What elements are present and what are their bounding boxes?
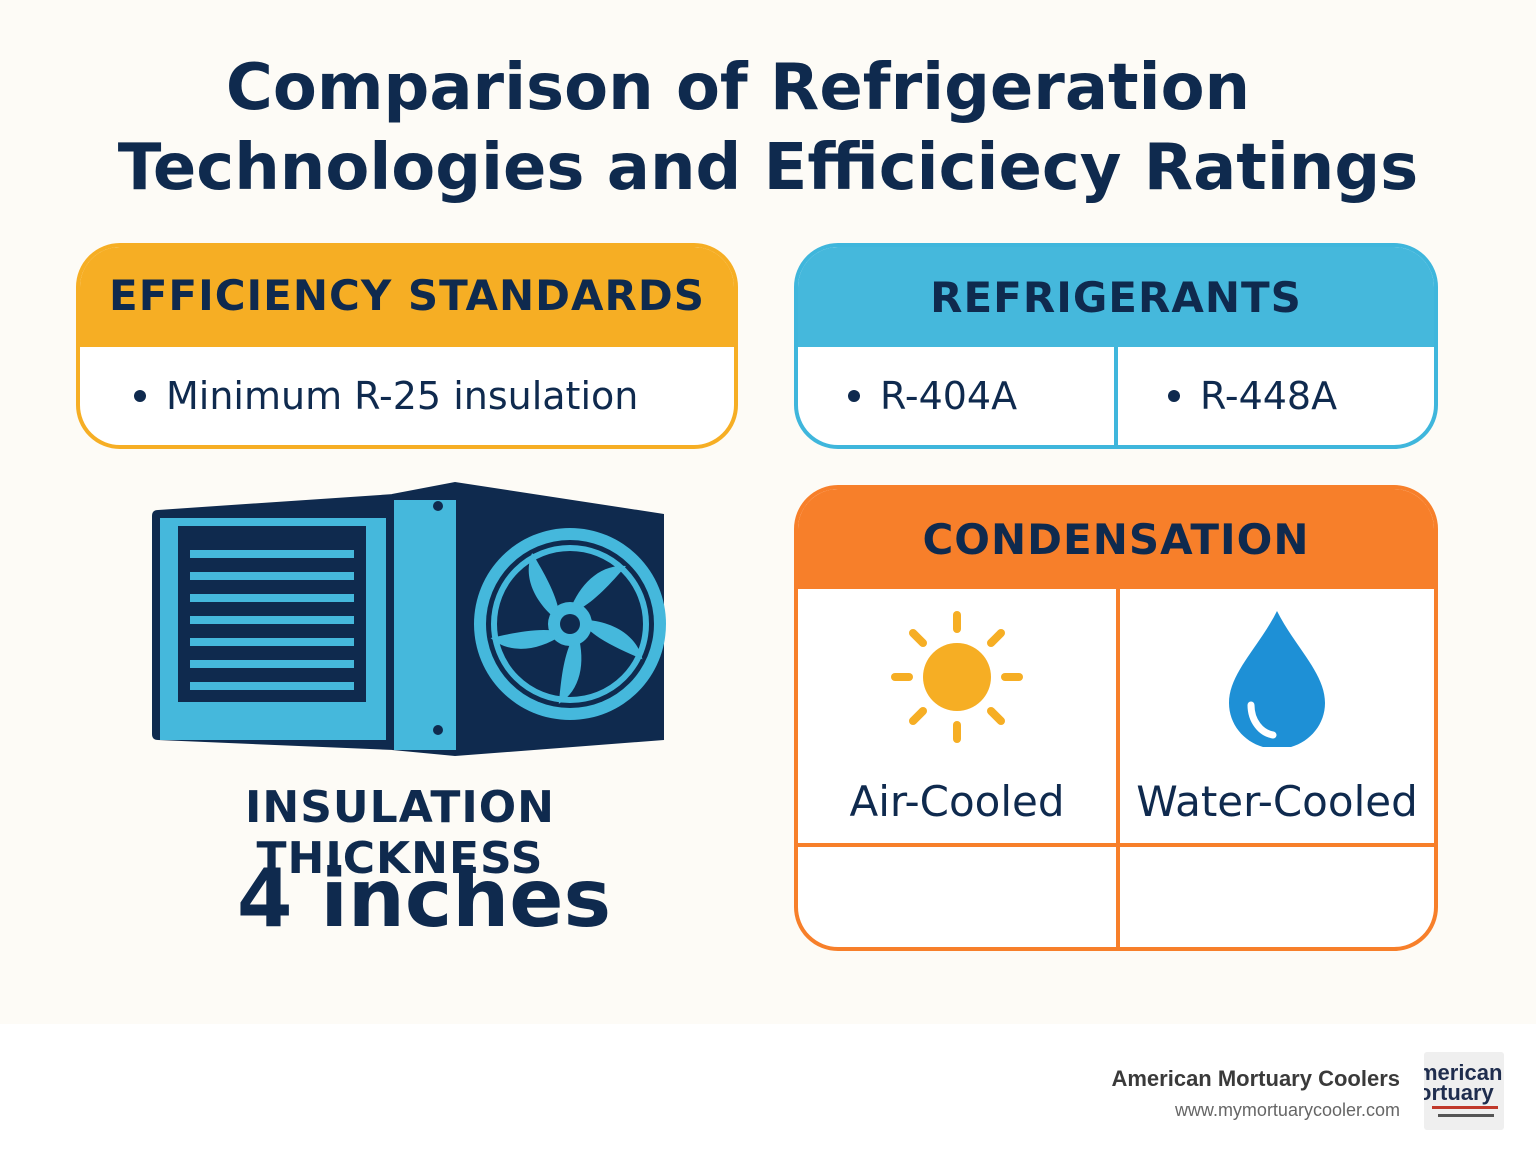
condensation-header: CONDENSATION (798, 489, 1434, 589)
bullet-icon (134, 390, 146, 402)
bullet-icon (848, 390, 860, 402)
empty-cell (1116, 847, 1434, 947)
title-line-2: Technologies and Efficiciecy Ratings (117, 131, 1419, 205)
footer: American Mortuary Coolers www.mymortuary… (0, 1024, 1536, 1154)
refrigerants-card: REFRIGERANTS R-404A R-448A (794, 243, 1438, 449)
condensation-option-label: Air-Cooled (849, 777, 1065, 826)
refrigerant-item: R-404A (798, 347, 1114, 445)
sun-icon (891, 611, 1023, 743)
title-line-1: Comparison of Refrigeration (225, 51, 1251, 125)
brand-name: American Mortuary Coolers (1111, 1066, 1400, 1091)
page-title: Comparison of Refrigeration Technologies… (0, 48, 1536, 208)
condensation-option-water-cooled: Water-Cooled (1116, 589, 1434, 847)
condenser-unit-icon (150, 478, 670, 762)
refrigerant-item: R-448A (1114, 347, 1434, 445)
refrigerant-label: R-404A (880, 374, 1018, 418)
efficiency-standard-text: Minimum R-25 insulation (166, 374, 639, 418)
bullet-icon (1168, 390, 1180, 402)
refrigerant-label: R-448A (1200, 374, 1338, 418)
condensation-option-air-cooled: Air-Cooled (798, 589, 1116, 847)
insulation-thickness-value: 4 inches (236, 852, 612, 945)
insulation-thickness-label: INSULATION THICKNESS (245, 782, 555, 884)
efficiency-standards-card: EFFICIENCY STANDARDS Minimum R-25 insula… (76, 243, 738, 449)
brand-logo: merican ortuary (1424, 1052, 1504, 1130)
logo-text-line-1: merican (1424, 1060, 1502, 1085)
efficiency-standards-header: EFFICIENCY STANDARDS (80, 247, 734, 347)
empty-cell (798, 847, 1116, 947)
condensation-card: CONDENSATION Air-Cooled (794, 485, 1438, 951)
condensation-option-label: Water-Cooled (1136, 777, 1418, 826)
efficiency-standard-item: Minimum R-25 insulation (80, 347, 734, 445)
logo-text-line-2: ortuary (1424, 1080, 1495, 1105)
refrigerants-header: REFRIGERANTS (798, 247, 1434, 347)
water-drop-icon (1229, 611, 1325, 747)
brand-url: www.mymortuarycooler.com (1174, 1100, 1400, 1120)
